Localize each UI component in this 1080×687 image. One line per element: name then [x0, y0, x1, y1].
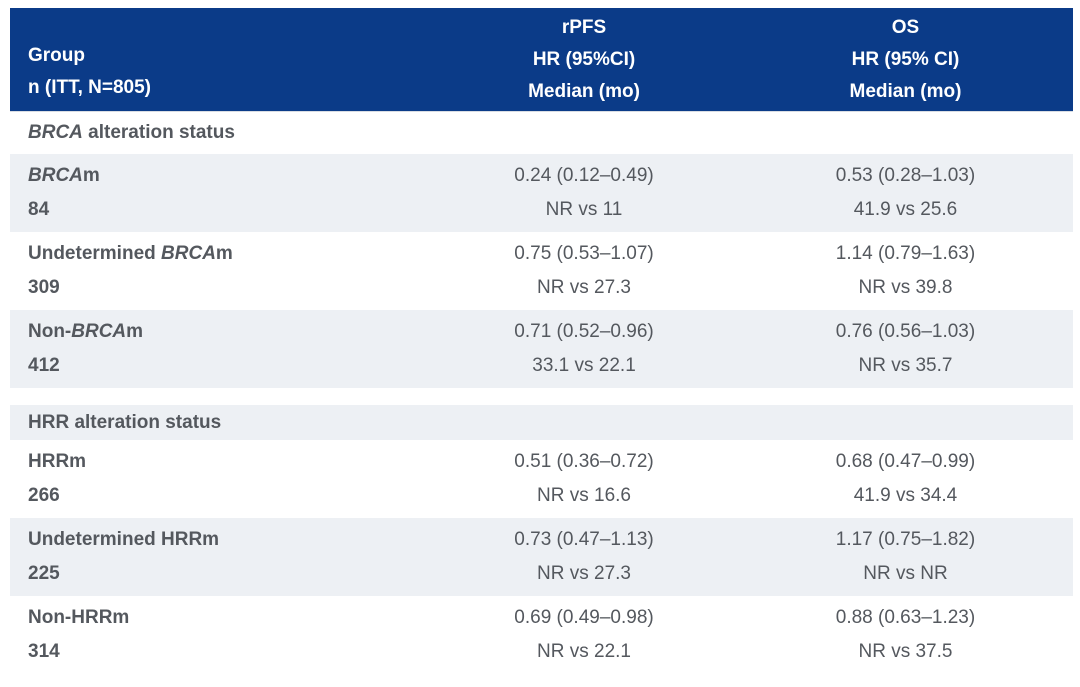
table-row-hrrm: HRRm 266 0.51 (0.36–0.72) NR vs 16.6 0.6… — [10, 440, 1073, 518]
rpfs-hr-value: 0.24 (0.12–0.49) — [514, 165, 654, 186]
table-row-non-hrrm: Non-HRRm 314 0.69 (0.49–0.98) NR vs 22.1… — [10, 596, 1073, 674]
group-cell: Non-HRRm 314 — [10, 596, 382, 674]
os-cell: 0.76 (0.56–1.03) NR vs 35.7 — [786, 310, 1073, 388]
rpfs-median-value: NR vs 27.3 — [537, 277, 631, 298]
n-value: 84 — [28, 199, 50, 220]
group-label: Non-BRCAm — [28, 321, 144, 342]
os-header-line: OS — [891, 16, 920, 38]
os-median-value: NR vs 35.7 — [858, 355, 953, 376]
os-cell: 0.88 (0.63–1.23) NR vs 37.5 — [786, 596, 1073, 674]
n-value: 266 — [28, 485, 60, 506]
group-header-line: Group — [28, 45, 85, 66]
os-hr-value: 0.53 (0.28–1.03) — [835, 165, 976, 186]
os-median-value: NR vs 39.8 — [858, 277, 953, 298]
os-median-header-line: Median (mo) — [849, 80, 962, 102]
rpfs-median-value: NR vs 11 — [545, 199, 623, 220]
os-hr-value: 1.14 (0.79–1.63) — [835, 243, 976, 264]
os-hr-value: 0.76 (0.56–1.03) — [835, 321, 976, 342]
n-value: 314 — [28, 641, 60, 662]
rpfs-median-value: NR vs 16.6 — [537, 485, 631, 506]
table-row-non-brcam: Non-BRCAm 412 0.71 (0.52–0.96) 33.1 vs 2… — [10, 310, 1073, 388]
group-cell: Undetermined HRRm 225 — [10, 518, 382, 596]
os-cell: 0.68 (0.47–0.99) 41.9 vs 34.4 — [786, 440, 1073, 518]
rpfs-cell: 0.51 (0.36–0.72) NR vs 16.6 — [382, 440, 786, 518]
os-column-header: OS HR (95% CI) Median (mo) — [786, 8, 1073, 111]
group-cell: Undetermined BRCAm 309 — [10, 232, 382, 310]
group-label: Undetermined HRRm — [28, 529, 220, 550]
section-header-brca: BRCA alteration status — [10, 111, 1073, 154]
os-hr-value: 0.88 (0.63–1.23) — [835, 607, 976, 628]
os-cell: 0.53 (0.28–1.03) 41.9 vs 25.6 — [786, 154, 1073, 232]
rpfs-hr-value: 0.71 (0.52–0.96) — [514, 321, 654, 342]
rpfs-cell: 0.24 (0.12–0.49) NR vs 11 — [382, 154, 786, 232]
rpfs-hr-value: 0.69 (0.49–0.98) — [514, 607, 654, 628]
os-cell: 1.17 (0.75–1.82) NR vs NR — [786, 518, 1073, 596]
rpfs-header-line: rPFS — [561, 16, 607, 38]
section-header-hrr: HRR alteration status — [10, 405, 1073, 440]
n-value: 225 — [28, 563, 60, 584]
rpfs-cell: 0.69 (0.49–0.98) NR vs 22.1 — [382, 596, 786, 674]
group-label: HRRm — [28, 451, 87, 472]
os-median-value: NR vs 37.5 — [858, 641, 953, 662]
rpfs-median-value: NR vs 22.1 — [537, 641, 631, 662]
n-header-line: n (ITT, N=805) — [28, 77, 151, 98]
table-header-row: Group n (ITT, N=805) rPFS HR (95%CI) Med… — [10, 8, 1073, 111]
n-value: 412 — [28, 355, 60, 376]
group-label: BRCAm — [28, 165, 100, 186]
rpfs-median-header-line: Median (mo) — [528, 80, 640, 102]
table-row-undetermined-hrrm: Undetermined HRRm 225 0.73 (0.47–1.13) N… — [10, 518, 1073, 596]
section-title: HRR alteration status — [28, 411, 222, 433]
group-column-header: Group n (ITT, N=805) — [10, 8, 382, 111]
rpfs-cell: 0.71 (0.52–0.96) 33.1 vs 22.1 — [382, 310, 786, 388]
os-hr-value: 0.68 (0.47–0.99) — [835, 451, 976, 472]
section-title: BRCA alteration status — [28, 121, 235, 143]
os-median-value: 41.9 vs 34.4 — [853, 485, 958, 506]
rpfs-cell: 0.73 (0.47–1.13) NR vs 27.3 — [382, 518, 786, 596]
os-hr-header-line: HR (95% CI) — [851, 48, 960, 70]
os-median-value: NR vs NR — [863, 563, 948, 584]
rpfs-hr-value: 0.75 (0.53–1.07) — [514, 243, 654, 264]
group-label: Non-HRRm — [28, 607, 130, 628]
rpfs-median-value: 33.1 vs 22.1 — [532, 355, 636, 376]
group-cell: Non-BRCAm 412 — [10, 310, 382, 388]
group-cell: BRCAm 84 — [10, 154, 382, 232]
rpfs-median-value: NR vs 27.3 — [537, 563, 631, 584]
os-cell: 1.14 (0.79–1.63) NR vs 39.8 — [786, 232, 1073, 310]
group-cell: HRRm 266 — [10, 440, 382, 518]
n-value: 309 — [28, 277, 60, 298]
table-row-brcam: BRCAm 84 0.24 (0.12–0.49) NR vs 11 0.53 … — [10, 154, 1073, 232]
rpfs-hr-value: 0.73 (0.47–1.13) — [514, 529, 654, 550]
rpfs-column-header: rPFS HR (95%CI) Median (mo) — [382, 8, 786, 111]
os-hr-value: 1.17 (0.75–1.82) — [835, 529, 976, 550]
os-median-value: 41.9 vs 25.6 — [853, 199, 958, 220]
rpfs-cell: 0.75 (0.53–1.07) NR vs 27.3 — [382, 232, 786, 310]
table-row-undetermined-brcam: Undetermined BRCAm 309 0.75 (0.53–1.07) … — [10, 232, 1073, 310]
group-label: Undetermined BRCAm — [28, 243, 233, 264]
rpfs-hr-header-line: HR (95%CI) — [532, 48, 636, 70]
rpfs-hr-value: 0.51 (0.36–0.72) — [514, 451, 654, 472]
